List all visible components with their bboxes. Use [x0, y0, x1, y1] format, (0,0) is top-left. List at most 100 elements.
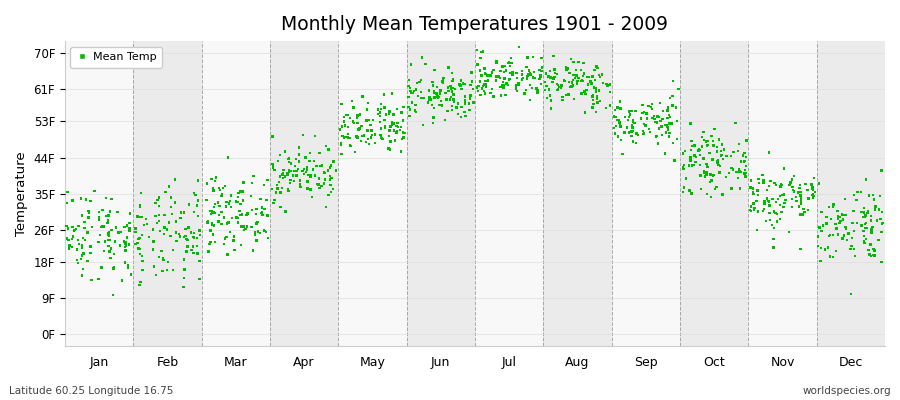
Point [146, 246, 160, 252]
Point [135, 258, 149, 264]
Point [563, 56, 578, 62]
Point [278, 148, 293, 154]
Point [666, 78, 680, 84]
Point [746, 188, 760, 195]
Point [306, 166, 320, 173]
Point [230, 194, 245, 200]
Point [481, 72, 495, 79]
Point [710, 160, 724, 166]
Point [300, 166, 314, 173]
Point [561, 65, 575, 72]
Point [773, 216, 788, 222]
Point [212, 185, 226, 192]
Point [512, 44, 526, 50]
Point [793, 246, 807, 252]
Point [709, 184, 724, 190]
Point [578, 89, 592, 95]
Point [626, 124, 640, 130]
Point [323, 176, 338, 183]
Point [777, 191, 791, 197]
Point [733, 168, 747, 174]
Point [629, 140, 643, 146]
Point [335, 124, 349, 130]
Point [614, 137, 628, 144]
Point [590, 63, 604, 70]
Point [699, 162, 714, 168]
Point [334, 141, 348, 148]
Point [308, 172, 322, 178]
Point [693, 172, 707, 178]
Point [202, 248, 216, 254]
Point [821, 244, 835, 251]
Point [337, 134, 351, 140]
Point [864, 226, 878, 233]
Point [772, 193, 787, 199]
Point [652, 125, 666, 132]
Point [530, 89, 544, 96]
Point [133, 204, 148, 210]
Point [860, 208, 875, 214]
Point [192, 276, 206, 282]
Point [119, 242, 133, 248]
Point [162, 183, 176, 190]
Point [654, 132, 669, 138]
Point [421, 96, 436, 102]
Point [193, 232, 207, 238]
Point [253, 196, 267, 202]
Point [383, 138, 398, 144]
Point [837, 232, 851, 239]
Point [104, 245, 118, 252]
Point [580, 87, 594, 94]
Point [544, 74, 558, 81]
Point [426, 82, 440, 88]
Point [737, 150, 751, 156]
Point [864, 213, 878, 219]
Point [311, 181, 326, 188]
Point [683, 120, 698, 127]
Point [626, 118, 640, 125]
Point [59, 223, 74, 230]
Point [347, 148, 362, 155]
Point [282, 154, 296, 161]
Point [168, 199, 183, 206]
Point [328, 167, 343, 174]
Point [684, 190, 698, 197]
Point [742, 207, 757, 213]
Point [577, 88, 591, 95]
Point [734, 169, 748, 175]
Point [788, 194, 803, 200]
Point [737, 170, 751, 177]
Point [504, 54, 518, 61]
Point [98, 238, 112, 244]
Point [519, 64, 534, 70]
Point [290, 168, 304, 174]
Point [798, 181, 813, 187]
Point [361, 136, 375, 142]
Point [445, 106, 459, 113]
Point [190, 235, 204, 241]
Point [875, 167, 889, 174]
Point [441, 64, 455, 71]
Point [288, 163, 302, 169]
Point [410, 80, 424, 86]
Point [176, 209, 191, 216]
Point [414, 95, 428, 101]
Point [562, 70, 577, 76]
Point [751, 187, 765, 194]
Point [406, 90, 420, 96]
Point [658, 150, 672, 156]
Point [625, 122, 639, 128]
Point [172, 231, 186, 238]
Point [718, 174, 733, 180]
Point [593, 74, 608, 80]
Point [327, 158, 341, 164]
Point [491, 73, 506, 80]
Point [302, 172, 317, 178]
Point [185, 243, 200, 250]
Point [280, 171, 294, 178]
Point [498, 75, 512, 82]
Point [443, 96, 457, 102]
Point [441, 84, 455, 91]
Point [255, 209, 269, 215]
Point [142, 234, 157, 240]
